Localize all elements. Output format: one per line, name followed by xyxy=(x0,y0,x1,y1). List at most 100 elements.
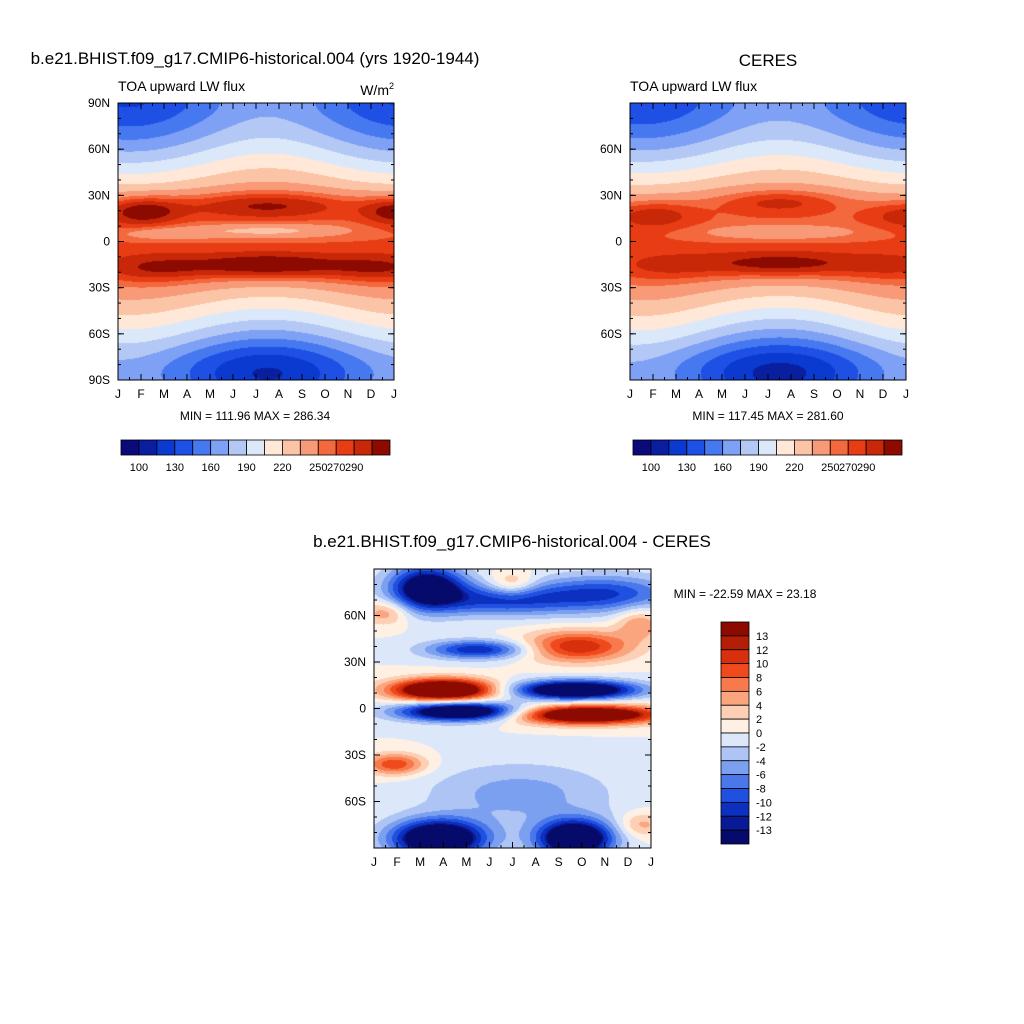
y-tick-label: 60N xyxy=(344,609,366,623)
x-tick-label: J xyxy=(115,387,121,401)
colorbar-box xyxy=(668,439,688,456)
x-tick-label: A xyxy=(695,387,703,401)
colorbar-box xyxy=(720,760,750,776)
y-tick-label: 60S xyxy=(89,327,110,341)
colorbar-label: -6 xyxy=(756,770,766,782)
contour-fill xyxy=(630,103,906,380)
colorbar-label: 12 xyxy=(756,645,768,657)
x-tick-label: J xyxy=(648,855,654,869)
x-tick-label: J xyxy=(510,855,516,869)
colorbar-box xyxy=(632,439,652,456)
y-tick-label: 60S xyxy=(601,327,622,341)
x-tick-label: J xyxy=(391,387,397,401)
colorbar-box xyxy=(865,439,885,456)
colorbar-label: 13 xyxy=(756,631,768,643)
y-tick-label: 30S xyxy=(345,748,366,762)
colorbar-label: 270 xyxy=(839,462,857,474)
colorbar-box xyxy=(847,439,867,456)
x-tick-label: A xyxy=(275,387,283,401)
colorbar-label: 190 xyxy=(749,462,767,474)
colorbar-box xyxy=(758,439,777,456)
panel-ceres: CERES TOA upward LW flux J F M A M J J A S O N D J60… xyxy=(600,51,909,474)
x-tick-label: M xyxy=(671,387,681,401)
min-max-label: MIN = 117.45 MAX = 281.60 xyxy=(692,409,844,423)
x-tick-label: M xyxy=(159,387,169,401)
x-tick-label: F xyxy=(649,387,656,401)
variable-label: TOA upward LW flux xyxy=(118,78,245,94)
colorbar-box xyxy=(740,439,759,456)
colorbar: 100 130 160 190 220 250 270 290 xyxy=(120,439,391,474)
colorbar-label: -2 xyxy=(756,742,766,754)
colorbar-box xyxy=(720,829,750,845)
colorbar-box xyxy=(720,663,750,678)
colorbar-box xyxy=(704,439,724,456)
colorbar-box xyxy=(720,704,750,720)
x-tick-label: A xyxy=(183,387,191,401)
colorbar-box xyxy=(883,439,903,456)
colorbar-box xyxy=(174,439,194,456)
colorbar-box xyxy=(371,439,391,456)
y-tick-label: 90N xyxy=(88,96,110,110)
units-label: W/m2 xyxy=(360,81,394,98)
colorbar-box xyxy=(829,439,849,456)
variable-label: TOA upward LW flux xyxy=(630,78,757,94)
contour-plot xyxy=(118,103,394,380)
colorbar-box xyxy=(720,621,750,637)
colorbar-label: 270 xyxy=(327,462,345,474)
colorbar-box xyxy=(335,439,355,456)
colorbar-label: -4 xyxy=(756,756,766,768)
colorbar-box xyxy=(720,718,750,734)
colorbar-box xyxy=(720,732,750,748)
x-tick-label: J xyxy=(903,387,909,401)
contour-fill xyxy=(374,569,651,848)
colorbar-label: 6 xyxy=(756,686,762,698)
contour-plot xyxy=(630,103,906,380)
y-tick-label: 0 xyxy=(615,235,622,249)
colorbar-box xyxy=(210,439,230,456)
colorbar-box xyxy=(686,439,706,456)
panel-title: b.e21.BHIST.f09_g17.CMIP6-historical.004… xyxy=(313,532,711,551)
x-tick-label: N xyxy=(344,387,353,401)
x-tick-label: J xyxy=(742,387,748,401)
colorbar-box xyxy=(138,439,158,456)
colorbar-label: -10 xyxy=(756,797,772,809)
min-max-label: MIN = 111.96 MAX = 286.34 xyxy=(180,409,331,423)
x-tick-label: M xyxy=(415,855,425,869)
panel-title: b.e21.BHIST.f09_g17.CMIP6-historical.004… xyxy=(31,49,480,68)
x-tick-label: J xyxy=(230,387,236,401)
x-tick-label: M xyxy=(205,387,215,401)
x-tick-label: S xyxy=(298,387,306,401)
colorbar-box xyxy=(720,815,750,831)
min-max-label: MIN = -22.59 MAX = 23.18 xyxy=(674,587,817,601)
colorbar-label: -12 xyxy=(756,811,772,823)
panel-title: CERES xyxy=(739,51,798,70)
colorbar-box xyxy=(794,439,813,456)
colorbar-label: 130 xyxy=(678,462,696,474)
colorbar-label: 250 xyxy=(821,462,839,474)
x-tick-label: A xyxy=(439,855,447,869)
contour-plot xyxy=(374,569,651,848)
x-tick-label: J xyxy=(486,855,492,869)
colorbar-box xyxy=(299,439,319,456)
y-tick-label: 90S xyxy=(89,373,110,387)
colorbar-label: -8 xyxy=(756,784,766,796)
x-tick-label: O xyxy=(577,855,586,869)
x-tick-label: J xyxy=(371,855,377,869)
x-tick-label: F xyxy=(137,387,144,401)
colorbar-box xyxy=(281,439,301,456)
colorbar-box xyxy=(720,788,750,803)
colorbar-box xyxy=(720,774,750,789)
colorbar-label: 250 xyxy=(309,462,327,474)
colorbar-box xyxy=(353,439,373,456)
y-tick-label: 60S xyxy=(345,795,366,809)
panel-model: b.e21.BHIST.f09_g17.CMIP6-historical.004… xyxy=(31,49,480,474)
x-tick-label: S xyxy=(810,387,818,401)
colorbar-box xyxy=(120,439,140,456)
colorbar-label: 290 xyxy=(345,462,363,474)
colorbar-box xyxy=(264,439,283,456)
y-tick-label: 60N xyxy=(600,142,622,156)
y-tick-label: 30N xyxy=(344,655,366,669)
